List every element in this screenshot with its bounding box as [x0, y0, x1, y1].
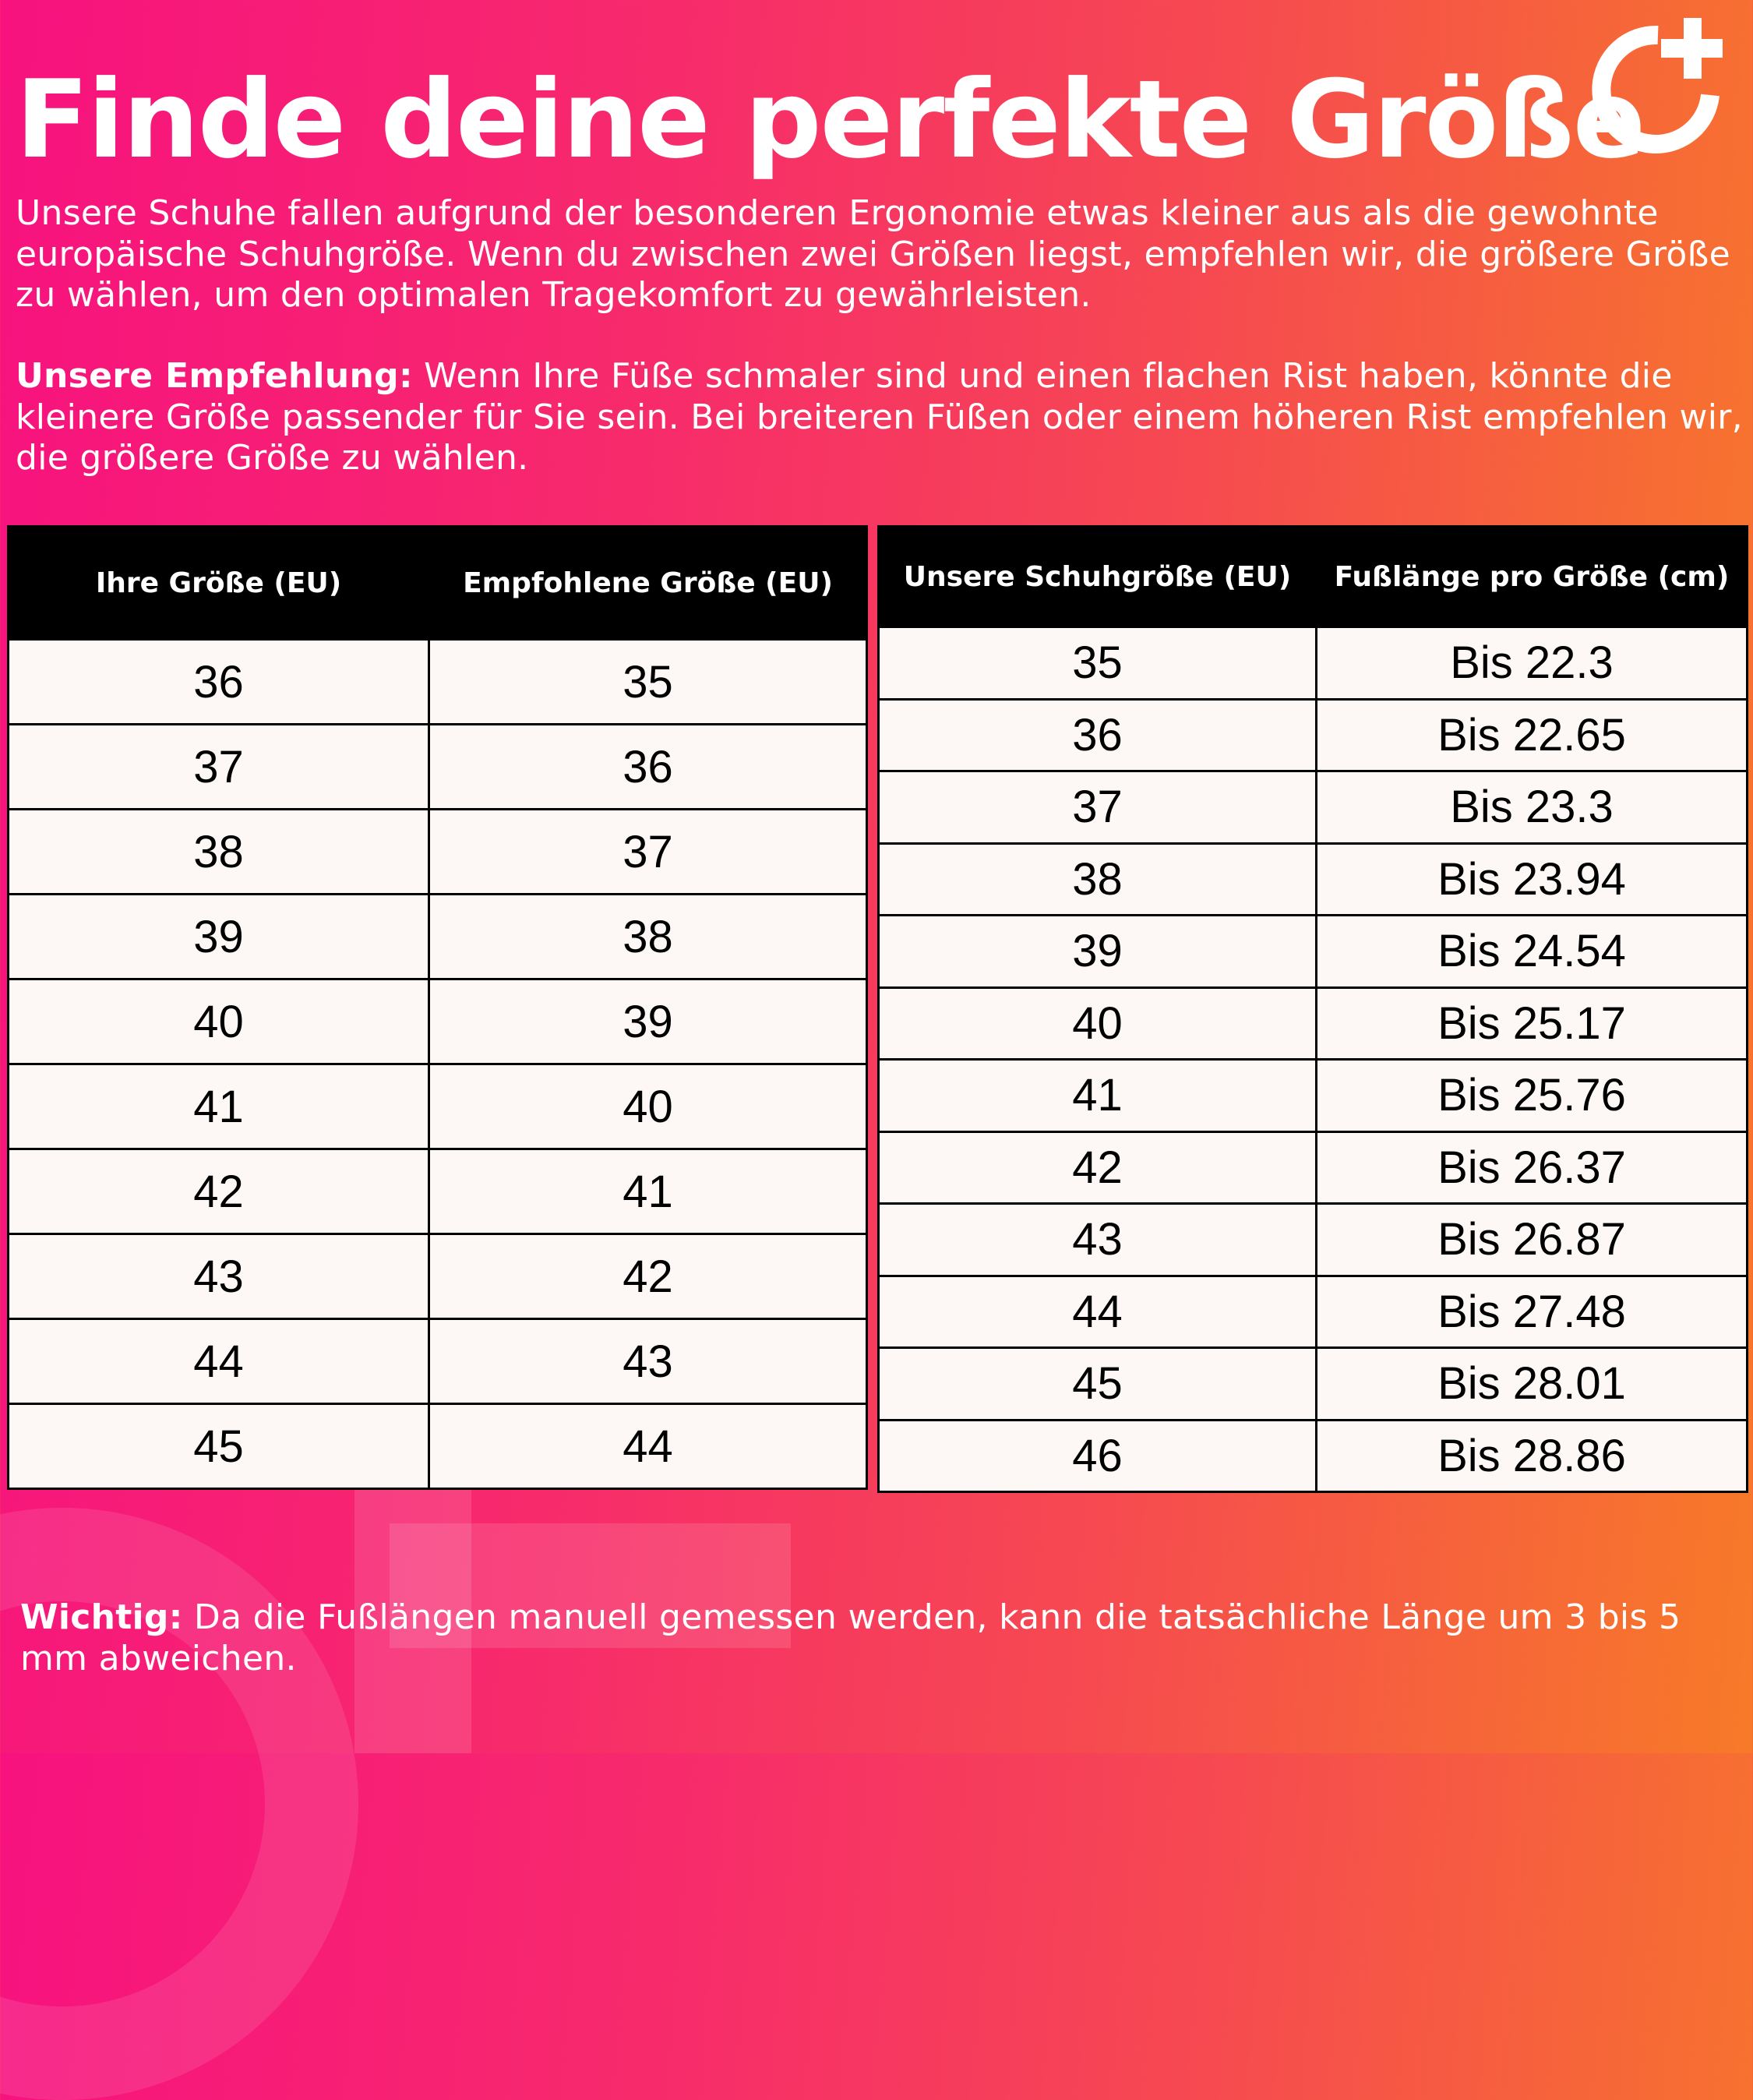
header-our-size: Unsere Schuhgröße (EU): [877, 525, 1317, 628]
table-cell: Bis 23.94: [1315, 842, 1748, 916]
table-cell: 38: [877, 842, 1317, 916]
table-cell: 39: [7, 893, 430, 980]
table-cell: Bis 22.65: [1315, 697, 1748, 772]
table-cell: 44: [877, 1274, 1317, 1349]
table-cell: Bis 28.86: [1315, 1418, 1748, 1493]
page-title: Finde deine perfekte Größe: [16, 57, 1645, 182]
table-cell: 41: [877, 1058, 1317, 1133]
table-cell: 42: [428, 1233, 868, 1320]
table-row: 37 36: [7, 723, 868, 810]
table-row: 38 Bis 23.94: [877, 842, 1748, 916]
table-row: 44 Bis 27.48: [877, 1274, 1748, 1349]
circle-plus-logo-icon: [1592, 18, 1723, 154]
table-row: 35 Bis 22.3: [877, 626, 1748, 701]
table-row: 37 Bis 23.3: [877, 770, 1748, 845]
table-cell: 37: [877, 770, 1317, 845]
recommendation-label: Unsere Empfehlung:: [16, 356, 413, 396]
table-cell: 43: [428, 1318, 868, 1405]
table-cell: 45: [7, 1403, 430, 1490]
table-cell: 46: [877, 1418, 1317, 1493]
foot-length-table: Unsere Schuhgröße (EU) Fußlänge pro Größ…: [877, 525, 1748, 1493]
header-foot-length: Fußlänge pro Größe (cm): [1315, 525, 1748, 628]
table-row: 45 44: [7, 1403, 868, 1490]
table-cell: 37: [428, 808, 868, 895]
table-cell: 40: [7, 978, 430, 1065]
table-cell: 35: [877, 626, 1317, 701]
table-row: 46 Bis 28.86: [877, 1418, 1748, 1493]
header-recommended-size: Empfohlene Größe (EU): [428, 525, 868, 641]
table-cell: 41: [428, 1148, 868, 1235]
table-cell: 38: [428, 893, 868, 980]
table-row: 36 Bis 22.65: [877, 697, 1748, 772]
note-body: Da die Fußlängen manuell gemessen werden…: [20, 1597, 1681, 1678]
table-cell: 40: [428, 1063, 868, 1150]
table-cell: 45: [877, 1346, 1317, 1421]
table-cell: 41: [7, 1063, 430, 1150]
table-row: 45 Bis 28.01: [877, 1346, 1748, 1421]
table-row: 44 43: [7, 1318, 868, 1405]
table-row: 41 Bis 25.76: [877, 1058, 1748, 1133]
header-your-size: Ihre Größe (EU): [7, 525, 430, 641]
table-cell: Bis 25.17: [1315, 986, 1748, 1061]
table-cell: 36: [877, 697, 1317, 772]
table-row: 40 39: [7, 978, 868, 1065]
table-row: 43 42: [7, 1233, 868, 1320]
table-row: 40 Bis 25.17: [877, 986, 1748, 1061]
table-cell: 37: [7, 723, 430, 810]
intro-text: Unsere Schuhe fallen aufgrund der besond…: [16, 193, 1730, 315]
table-cell: 36: [7, 638, 430, 725]
table-cell: Bis 25.76: [1315, 1058, 1748, 1133]
table-cell: Bis 23.3: [1315, 770, 1748, 845]
table-row: 39 Bis 24.54: [877, 914, 1748, 989]
table-cell: 43: [877, 1202, 1317, 1277]
table-cell: 39: [428, 978, 868, 1065]
table-row: 41 40: [7, 1063, 868, 1150]
table-cell: Bis 27.48: [1315, 1274, 1748, 1349]
table-row: 42 41: [7, 1148, 868, 1235]
recommendation-body: Wenn Ihre Füße schmaler sind und einen f…: [16, 356, 1743, 478]
recommendation-text: Unsere Empfehlung: Wenn Ihre Füße schmal…: [16, 356, 1745, 479]
table-cell: 42: [877, 1130, 1317, 1205]
table-row: 43 Bis 26.87: [877, 1202, 1748, 1277]
table-row: 38 37: [7, 808, 868, 895]
important-note: Wichtig: Da die Fußlängen manuell gemess…: [20, 1597, 1750, 1679]
table-cell: Bis 26.37: [1315, 1130, 1748, 1205]
table-cell: 39: [877, 914, 1317, 989]
table-cell: 40: [877, 986, 1317, 1061]
table-cell: Bis 24.54: [1315, 914, 1748, 989]
table-row: 36 35: [7, 638, 868, 725]
table-cell: Bis 22.3: [1315, 626, 1748, 701]
table-cell: 43: [7, 1233, 430, 1320]
note-label: Wichtig:: [20, 1597, 183, 1637]
table-row: 42 Bis 26.37: [877, 1130, 1748, 1205]
table-cell: 35: [428, 638, 868, 725]
table-row: 39 38: [7, 893, 868, 980]
table-cell: 44: [7, 1318, 430, 1405]
table-cell: 36: [428, 723, 868, 810]
table-cell: Bis 28.01: [1315, 1346, 1748, 1421]
table-cell: 38: [7, 808, 430, 895]
table-cell: 44: [428, 1403, 868, 1490]
size-conversion-table: Ihre Größe (EU) Empfohlene Größe (EU) 36…: [7, 525, 868, 1490]
table-cell: Bis 26.87: [1315, 1202, 1748, 1277]
table-cell: 42: [7, 1148, 430, 1235]
